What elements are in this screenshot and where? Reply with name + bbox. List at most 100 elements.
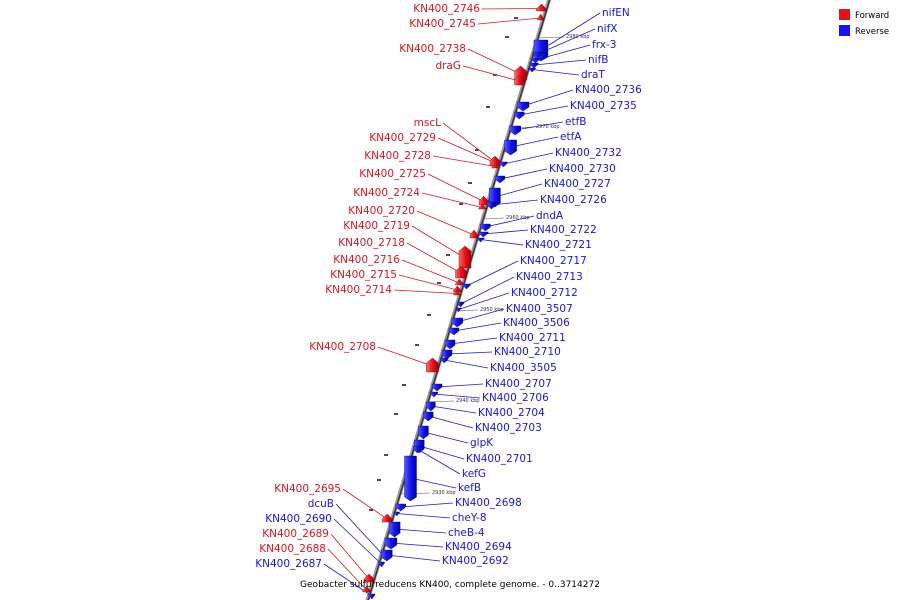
gene-kn400-3507[interactable]: [451, 317, 463, 328]
gene-label-kn400-2703[interactable]: KN400_2703: [475, 422, 542, 434]
gene-kn400-2732[interactable]: [499, 161, 508, 168]
gene-label-kn400-3506[interactable]: KN400_3506: [503, 317, 570, 329]
gene-dnda[interactable]: [480, 223, 491, 232]
gene-kn400-2728[interactable]: [491, 162, 500, 169]
gene-kn400-2689[interactable]: [363, 573, 375, 583]
gene-kn400-2724[interactable]: [477, 203, 487, 210]
gene-label-chey-8[interactable]: cheY-8: [452, 512, 487, 524]
gene-label-kn400-2713[interactable]: KN400_2713: [516, 271, 583, 283]
gene-kn400-2729[interactable]: [491, 158, 500, 166]
gene-chey-8[interactable]: [393, 511, 401, 517]
gene-label-nifx[interactable]: nifX: [597, 23, 617, 35]
gene-label-kn400-2717[interactable]: KN400_2717: [520, 255, 587, 267]
gene-kn400-2687[interactable]: [368, 593, 375, 600]
gene-label-kn400-2721[interactable]: KN400_2721: [525, 239, 592, 251]
gene-label-kn400-2724[interactable]: KN400_2724: [353, 187, 420, 199]
gene-label-kn400-3505[interactable]: KN400_3505: [490, 362, 557, 374]
gene-kn400-2706[interactable]: [429, 391, 439, 398]
gene-label-kn400-2746[interactable]: KN400_2746: [413, 3, 480, 15]
gene-glpk[interactable]: [418, 425, 429, 440]
gene-label-kn400-2715[interactable]: KN400_2715: [330, 269, 397, 281]
gene-nifb[interactable]: [529, 62, 539, 69]
gene-label-kn400-2727[interactable]: KN400_2727: [544, 178, 611, 190]
gene-kn400-2746[interactable]: [536, 3, 547, 12]
gene-label-kn400-2688[interactable]: KN400_2688: [259, 543, 326, 555]
gene-label-kn400-2730[interactable]: KN400_2730: [549, 163, 616, 175]
gene-kn400-2707[interactable]: [431, 383, 443, 392]
gene-label-dcub[interactable]: dcuB: [308, 498, 334, 510]
gene-kn400-2745[interactable]: [537, 13, 544, 21]
gene-kefg[interactable]: [413, 445, 422, 454]
gene-kn400-2722[interactable]: [478, 231, 489, 238]
gene-label-kn400-2687[interactable]: KN400_2687: [255, 558, 322, 570]
gene-label-drat[interactable]: draT: [581, 69, 605, 81]
gene-label-etfb[interactable]: etfB: [565, 116, 586, 128]
gene-label-kn400-2690[interactable]: KN400_2690: [265, 513, 332, 525]
gene-label-dnda[interactable]: dndA: [536, 210, 564, 222]
gene-kn400-2725[interactable]: [478, 195, 489, 206]
gene-label-glpk[interactable]: glpK: [470, 437, 494, 449]
gene-label-kn400-2701[interactable]: KN400_2701: [466, 453, 533, 465]
gene-label-kn400-2692[interactable]: KN400_2692: [442, 555, 509, 567]
gene-kn400-2713[interactable]: [456, 301, 465, 308]
gene-label-kn400-2738[interactable]: KN400_2738: [399, 43, 466, 55]
gene-label-kn400-2708[interactable]: KN400_2708: [309, 341, 376, 353]
gene-kn400-2692[interactable]: [381, 549, 393, 562]
gene-kn400-2716[interactable]: [455, 278, 464, 286]
gene-kn400-2694[interactable]: [384, 537, 398, 550]
gene-kn400-2715[interactable]: [453, 285, 462, 293]
gene-label-kn400-2725[interactable]: KN400_2725: [359, 168, 426, 180]
gene-label-kn400-2714[interactable]: KN400_2714: [325, 284, 392, 296]
gene-kn400-3505[interactable]: [440, 357, 449, 364]
gene-label-kn400-2719[interactable]: KN400_2719: [343, 220, 410, 232]
gene-label-kn400-2718[interactable]: KN400_2718: [338, 237, 405, 249]
gene-kn400-2704[interactable]: [426, 401, 436, 412]
gene-label-drag[interactable]: draG: [435, 60, 461, 72]
gene-kn400-3506[interactable]: [448, 327, 460, 336]
gene-label-kn400-2745[interactable]: KN400_2745: [409, 18, 476, 30]
gene-kn400-2711[interactable]: [444, 339, 456, 350]
gene-label-nifen[interactable]: nifEN: [602, 7, 630, 19]
gene-kn400-2708[interactable]: [426, 357, 439, 373]
gene-label-kn400-3507[interactable]: KN400_3507: [506, 303, 573, 315]
gene-label-kn400-2698[interactable]: KN400_2698: [455, 497, 522, 509]
gene-kn400-2695[interactable]: [381, 513, 393, 523]
gene-label-kn400-2728[interactable]: KN400_2728: [364, 150, 431, 162]
gene-etfb[interactable]: [509, 125, 521, 136]
gene-kn400-2717[interactable]: [462, 283, 471, 290]
gene-nifx[interactable]: [532, 51, 543, 58]
gene-etfa[interactable]: [504, 139, 517, 156]
gene-kn400-2730[interactable]: [494, 175, 506, 184]
gene-label-kn400-2712[interactable]: KN400_2712: [511, 287, 578, 299]
gene-label-kn400-2694[interactable]: KN400_2694: [445, 541, 512, 553]
gene-label-kn400-2736[interactable]: KN400_2736: [575, 84, 642, 96]
gene-label-kefb[interactable]: kefB: [458, 482, 481, 494]
gene-label-kn400-2716[interactable]: KN400_2716: [333, 254, 400, 266]
gene-kn400-2736[interactable]: [516, 101, 530, 112]
gene-label-etfa[interactable]: etfA: [560, 131, 582, 143]
gene-kn400-2718[interactable]: [455, 265, 467, 279]
gene-label-kn400-2695[interactable]: KN400_2695: [274, 483, 341, 495]
gene-kn400-2726[interactable]: [486, 201, 497, 210]
gene-label-kn400-2726[interactable]: KN400_2726: [540, 194, 607, 206]
gene-label-kn400-2729[interactable]: KN400_2729: [369, 132, 436, 144]
gene-drat[interactable]: [527, 67, 537, 73]
gene-kefb[interactable]: [404, 455, 417, 502]
gene-kn400-2719[interactable]: [458, 245, 472, 269]
gene-label-kefg[interactable]: kefG: [462, 468, 486, 480]
gene-label-kn400-2720[interactable]: KN400_2720: [348, 205, 415, 217]
gene-kn400-2714[interactable]: [452, 289, 461, 296]
gene-kn400-2721[interactable]: [476, 237, 486, 243]
gene-cheb-4[interactable]: [388, 521, 401, 538]
gene-label-kn400-2732[interactable]: KN400_2732: [555, 147, 622, 159]
gene-kn400-2688[interactable]: [362, 585, 371, 593]
gene-kn400-2720[interactable]: [469, 229, 479, 239]
gene-label-mscl[interactable]: mscL: [414, 117, 441, 129]
gene-kn400-2735[interactable]: [514, 111, 525, 120]
gene-kn400-2703[interactable]: [423, 411, 434, 422]
gene-kn400-2690[interactable]: [378, 561, 385, 568]
gene-drag[interactable]: [514, 74, 525, 86]
gene-label-kn400-2707[interactable]: KN400_2707: [485, 378, 552, 390]
gene-label-nifb[interactable]: nifB: [588, 54, 608, 66]
gene-label-kn400-2689[interactable]: KN400_2689: [262, 528, 329, 540]
